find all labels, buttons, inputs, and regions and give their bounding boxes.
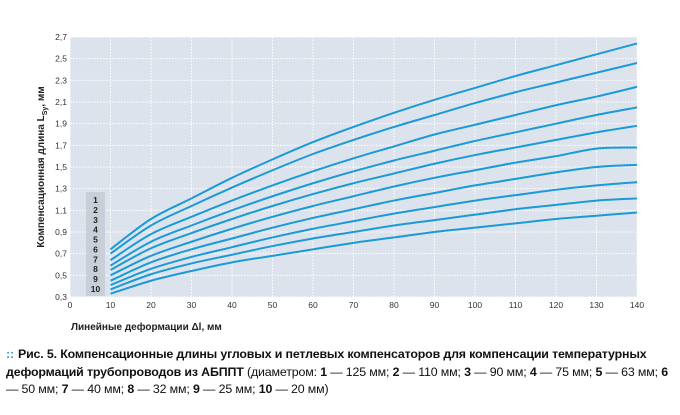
x-tick-label: 50 xyxy=(268,300,278,310)
legend-text-3: — 90 мм; xyxy=(470,364,530,379)
legend-number-3: 3 xyxy=(464,364,471,379)
legend-number-5: 5 xyxy=(595,364,603,379)
y-axis-label-unit: , мм xyxy=(36,86,47,106)
legend-text-1: — 125 мм; xyxy=(326,364,393,379)
series-line-6 xyxy=(110,146,638,277)
series-number-9: 9 xyxy=(93,274,98,284)
series-line-2 xyxy=(109,62,638,255)
series-line-3 xyxy=(109,85,638,262)
series-number-box xyxy=(86,192,105,296)
figure-caption: :: Рис. 5. Компенсационные длины угловых … xyxy=(6,346,676,399)
grid xyxy=(69,36,638,298)
x-tick-labels: 0 10 20 30 40 50 60 70 80 90 100 110 120 130 140 xyxy=(68,300,645,310)
series-number-4: 4 xyxy=(93,225,98,235)
caption-marker: :: xyxy=(6,347,14,361)
legend-text-9: — 25 мм; xyxy=(199,382,259,396)
x-tick-label: 100 xyxy=(468,300,482,310)
series-number-10: 10 xyxy=(91,284,101,294)
series-line-5 xyxy=(110,124,638,271)
y-tick-label: 1,5 xyxy=(55,162,67,172)
figure-number: Рис. 5. xyxy=(17,347,57,361)
x-axis-label: Линейные деформации Δl, мм xyxy=(71,321,222,333)
diameter-legend: 1 — 125 мм; 2 — 110 мм; 3 — 90 мм; 4 — 7… xyxy=(6,365,668,397)
series-number-5: 5 xyxy=(93,235,98,245)
y-tick-label: 1,7 xyxy=(55,140,67,150)
series-line-9 xyxy=(110,197,638,291)
series-line-7 xyxy=(110,163,638,282)
series-number-8: 8 xyxy=(93,264,98,274)
legend-text-8: — 32 мм; xyxy=(134,382,194,396)
series-lines xyxy=(109,42,638,295)
y-tick-label: 2,1 xyxy=(55,97,67,107)
y-tick-label: 1,1 xyxy=(55,205,67,215)
series-number-3: 3 xyxy=(93,215,98,225)
series-number-2: 2 xyxy=(93,205,98,215)
legend-number-6: 6 xyxy=(661,364,668,379)
legend-number-9: 9 xyxy=(193,382,200,396)
x-tick-label: 140 xyxy=(630,300,644,310)
y-tick-label: 1,9 xyxy=(55,119,67,129)
legend-intro: (диаметром: xyxy=(246,364,317,379)
y-tick-labels: 0,3 0,5 0,7 0,9 1,1 1,3 1,5 1,7 1,9 2,1 2,3 2,5 2,7 xyxy=(55,32,67,302)
legend-text-7: — 40 мм; xyxy=(68,382,128,396)
y-tick-label: 0,7 xyxy=(55,249,67,259)
figure-title: Компенсационные длины угловых и петлевых… xyxy=(6,347,647,379)
series-line-10 xyxy=(110,211,638,295)
x-tick-label: 120 xyxy=(549,300,563,310)
legend-text-5: — 63 мм; xyxy=(602,364,662,379)
legend-number-10: 10 xyxy=(258,382,273,396)
legend-text-4: — 75 мм; xyxy=(536,364,596,379)
legend-text-2: — 110 мм; xyxy=(399,364,465,379)
x-tick-label: 20 xyxy=(146,300,156,310)
legend-text-10: — 20 мм) xyxy=(272,382,329,396)
x-tick-label: 10 xyxy=(106,300,116,310)
y-tick-label: 0,5 xyxy=(55,270,67,280)
series-number-1: 1 xyxy=(93,195,98,205)
x-tick-label: 70 xyxy=(349,300,359,310)
x-tick-label: 130 xyxy=(589,300,603,310)
legend-text-6: — 50 мм; xyxy=(6,382,62,396)
series-line-1 xyxy=(109,42,638,251)
y-tick-label: 2,7 xyxy=(55,32,67,42)
x-tick-label: 90 xyxy=(430,300,440,310)
series-line-4 xyxy=(109,106,638,267)
x-tick-label: 110 xyxy=(509,300,523,310)
legend-number-1: 1 xyxy=(320,364,327,379)
series-number-6: 6 xyxy=(93,244,98,254)
legend-number-8: 8 xyxy=(127,382,135,396)
y-tick-label: 1,3 xyxy=(55,184,67,194)
legend-number-7: 7 xyxy=(61,382,69,396)
y-tick-label: 2,5 xyxy=(55,54,67,64)
x-tick-label: 60 xyxy=(308,300,318,310)
legend-number-4: 4 xyxy=(529,364,537,379)
series-number-7: 7 xyxy=(93,254,98,264)
y-axis-label: Компенсационная длина LSy, мм xyxy=(36,86,49,247)
x-tick-label: 30 xyxy=(187,300,197,310)
y-axis-label-subscript: Sy xyxy=(42,107,49,116)
y-tick-label: 2,3 xyxy=(55,75,67,85)
series-line-8 xyxy=(110,181,638,287)
x-tick-label: 80 xyxy=(389,300,399,310)
x-tick-label: 40 xyxy=(227,300,237,310)
legend-number-2: 2 xyxy=(392,364,400,379)
x-tick-label: 0 xyxy=(68,300,73,310)
y-tick-label: 0,9 xyxy=(55,227,67,237)
y-tick-label: 0,3 xyxy=(55,292,67,302)
